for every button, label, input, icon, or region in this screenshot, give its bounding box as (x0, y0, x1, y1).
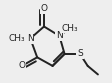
Text: O: O (18, 61, 25, 70)
Text: N: N (56, 31, 63, 40)
Text: N: N (27, 34, 34, 43)
Text: S: S (77, 49, 83, 58)
Text: CH₃: CH₃ (8, 34, 25, 43)
Text: O: O (41, 4, 47, 13)
Text: CH₃: CH₃ (61, 24, 78, 33)
